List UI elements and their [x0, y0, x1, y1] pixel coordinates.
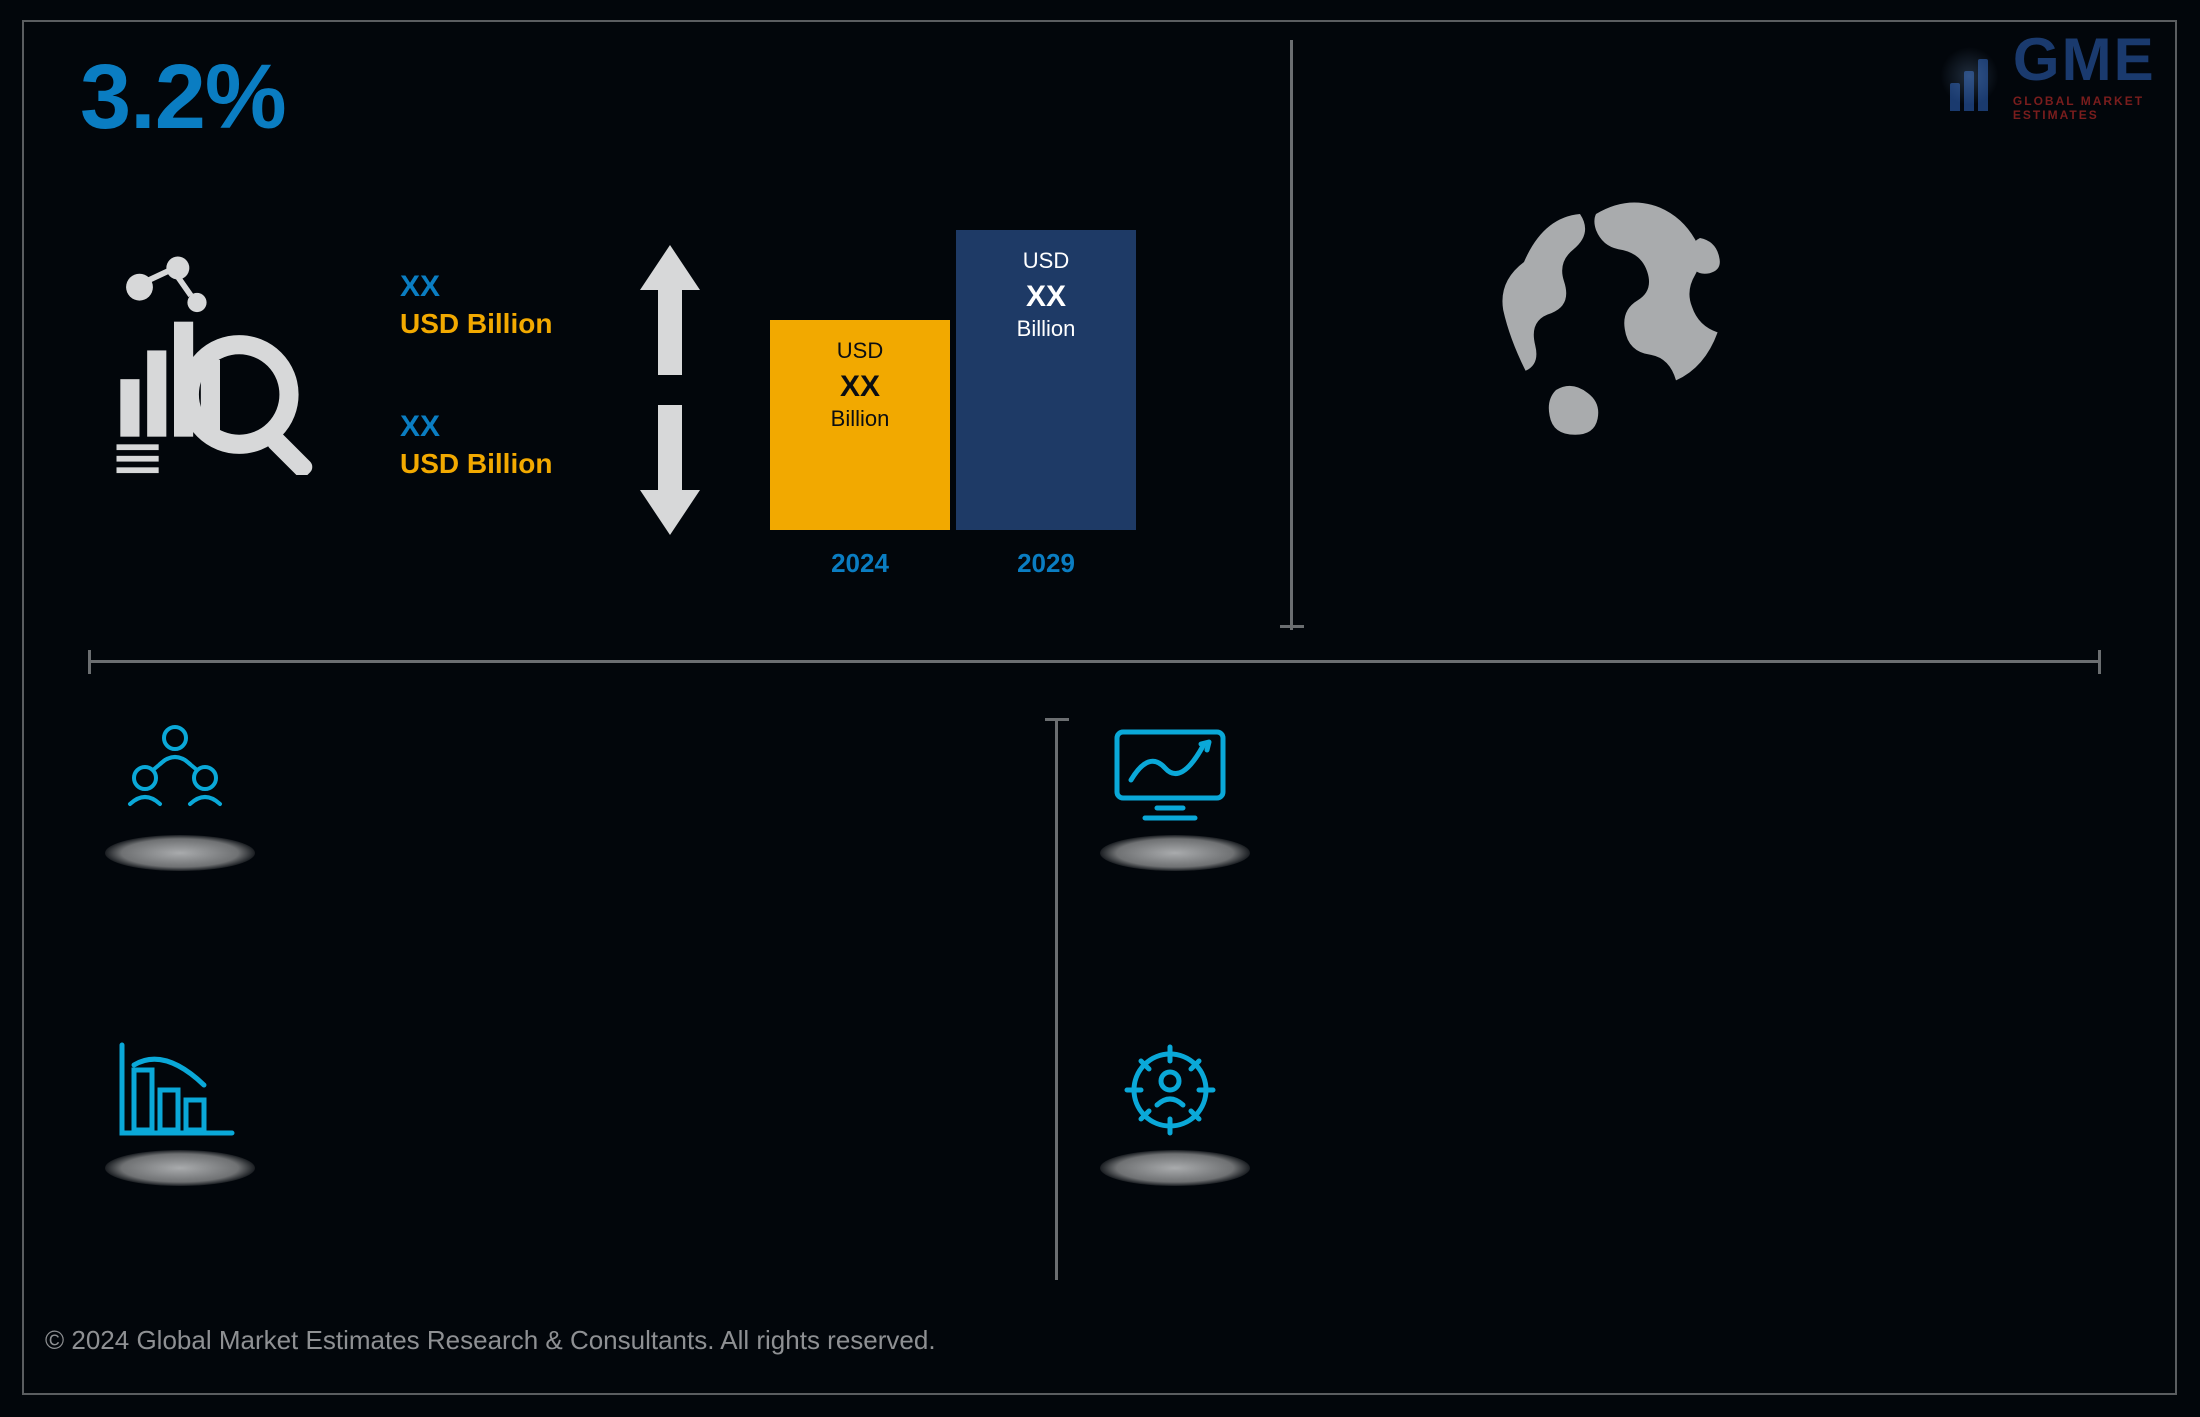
metric-up: XX USD Billion [400, 270, 552, 340]
bar-value: XX [840, 370, 880, 404]
globe-icon [1460, 150, 1780, 475]
metric-down-value: XX [400, 410, 552, 444]
monitor-trend-icon-shadow [1100, 835, 1250, 871]
forecast-bar-chart: USDXXBillion2024USDXXBillion2029 [770, 230, 1136, 579]
bar-2029: USD XXBillion 2029 [956, 230, 1136, 579]
bars-trend-icon [110, 1035, 240, 1150]
cagr-value: 3.2% [80, 45, 286, 150]
divider-top-vertical-cap [1280, 625, 1304, 628]
metric-down-unit: USD Billion [400, 448, 552, 480]
logo-text-main: GME [2013, 30, 2200, 90]
bar-usd-label: USD [837, 338, 883, 364]
bar-billion-label: Billion [1017, 316, 1076, 342]
bar-year-label: 2029 [1017, 548, 1075, 579]
divider-bottom-vertical [1055, 720, 1058, 1280]
monitor-trend-icon [1105, 720, 1235, 835]
divider-bottom-vertical-cap [1045, 718, 1069, 721]
target-person-icon-shadow [1100, 1150, 1250, 1186]
bar-2024: USD XXBillion 2024 [770, 320, 950, 579]
divider-middle-cap-right [2098, 650, 2101, 674]
arrow-down-icon [640, 395, 700, 535]
bar-value: XX [1026, 280, 1066, 314]
analytics-icon [105, 245, 335, 480]
bar-usd-label: USD [1023, 248, 1069, 274]
bar-billion-label: Billion [831, 406, 890, 432]
arrow-up-icon [640, 245, 700, 385]
target-person-icon [1105, 1035, 1235, 1150]
outer-frame [22, 20, 2177, 1395]
divider-middle-cap-left [88, 650, 91, 674]
bars-trend-icon-shadow [105, 1150, 255, 1186]
bar-year-label: 2024 [831, 548, 889, 579]
people-icon [110, 720, 240, 835]
copyright-text: © 2024 Global Market Estimates Research … [45, 1325, 936, 1356]
metric-up-unit: USD Billion [400, 308, 552, 340]
divider-top-vertical [1290, 40, 1293, 630]
people-icon-shadow [105, 835, 255, 871]
gme-logo: GME GLOBAL MARKET ESTIMATES [1940, 30, 2200, 122]
metric-up-value: XX [400, 270, 552, 304]
logo-bars-icon [1940, 41, 1999, 111]
logo-text-sub: GLOBAL MARKET ESTIMATES [2013, 94, 2200, 122]
metric-down: XX USD Billion [400, 410, 552, 480]
divider-middle-horizontal [90, 660, 2100, 663]
